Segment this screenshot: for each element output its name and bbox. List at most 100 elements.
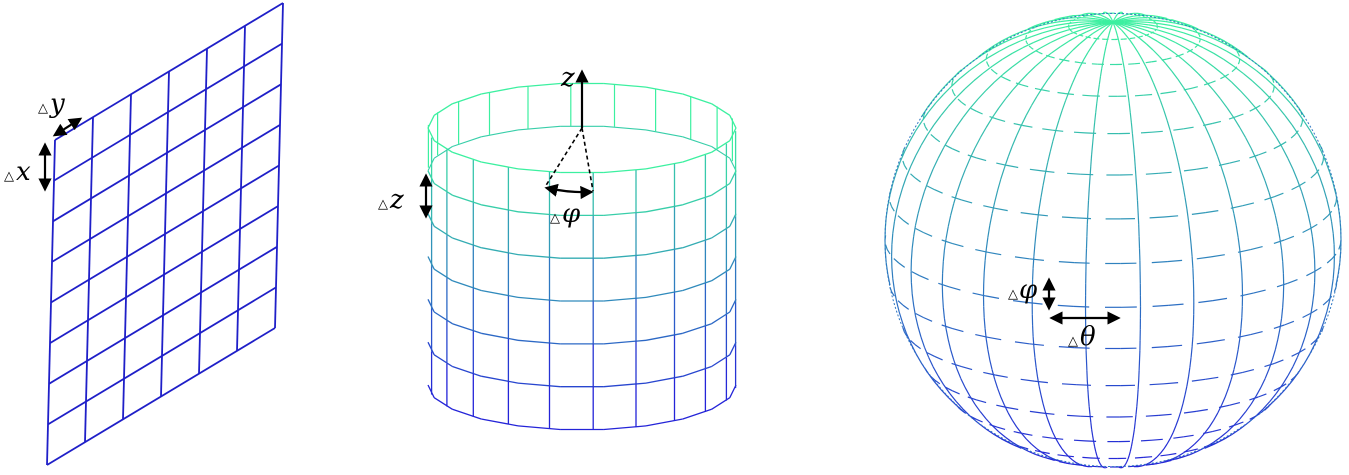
sphere-meridian-segment xyxy=(1010,41,1021,46)
sphere-meridian-segment xyxy=(1243,73,1252,81)
sphere-latitude-segment xyxy=(1199,41,1200,43)
cylinder-ring-segment xyxy=(452,281,481,291)
sphere-meridian-segment xyxy=(1148,22,1159,23)
sphere-latitude-segment xyxy=(1265,99,1269,102)
dx-label: △x xyxy=(4,157,31,187)
sphere-meridian-segment xyxy=(1067,50,1073,57)
cylinder-ring-segment xyxy=(518,340,560,344)
sphere-latitude-segment xyxy=(995,375,1008,377)
sphere-meridian-segment xyxy=(1084,13,1088,14)
sphere-meridian-segment xyxy=(1078,22,1090,23)
cylinder-ring-segment xyxy=(646,333,683,340)
sphere-meridian-segment xyxy=(1285,116,1292,126)
cylinder-ring-segment xyxy=(452,94,481,104)
sphere-meridian-segment xyxy=(1314,248,1315,260)
cylinder-ring-segment xyxy=(518,84,560,88)
sphere-meridian-segment xyxy=(1234,214,1236,226)
sphere-latitude-segment xyxy=(1144,95,1153,96)
sphere-meridian-segment xyxy=(1096,451,1097,455)
sphere-meridian-segment xyxy=(1214,413,1218,420)
sphere-meridian-segment xyxy=(1138,213,1139,225)
sphere-latitude-segment xyxy=(952,328,963,331)
sphere-latitude-segment xyxy=(899,263,905,267)
sphere-meridian-segment xyxy=(1236,225,1238,237)
sphere-meridian-segment xyxy=(946,227,948,239)
sphere-meridian-segment xyxy=(1101,68,1102,76)
cylinder-ring-segment xyxy=(434,269,452,281)
cylinder-ring-segment xyxy=(434,141,452,153)
sphere-meridian-segment xyxy=(1069,83,1073,92)
sphere-latitude-segment xyxy=(1066,94,1074,95)
sphere-meridian-segment xyxy=(1185,386,1187,395)
sphere-meridian-segment xyxy=(944,238,946,250)
sphere-meridian-segment xyxy=(1220,432,1227,438)
sphere-meridian-segment xyxy=(1052,47,1061,53)
sphere-meridian-segment xyxy=(1225,388,1228,397)
sphere-meridian-segment xyxy=(1093,16,1100,17)
sphere-latitude-segment xyxy=(1138,16,1141,17)
sphere-latitude-segment xyxy=(1007,408,1018,410)
sphere-meridian-segment xyxy=(1205,125,1210,135)
sphere-meridian-segment xyxy=(1077,23,1089,25)
sphere-meridian-segment xyxy=(1041,186,1043,198)
sphere-meridian-segment xyxy=(1270,127,1276,137)
cylinder-ring-segment xyxy=(604,383,646,387)
sphere-meridian-segment xyxy=(1100,15,1104,17)
sphere-meridian-segment xyxy=(897,199,900,210)
dphi-arrow xyxy=(547,188,591,192)
sphere-meridian-segment xyxy=(1048,419,1051,426)
sphere-latitude-segment xyxy=(1196,410,1208,412)
sphere-latitude-segment xyxy=(1029,259,1044,261)
sphere-meridian-segment xyxy=(1127,85,1128,94)
sphere-meridian-segment xyxy=(1126,462,1127,464)
sphere-meridian-segment xyxy=(1035,233,1036,245)
radius-line-left xyxy=(545,128,582,187)
sphere-meridian-segment xyxy=(975,138,981,149)
planar-grid-panel: △y △x xyxy=(4,3,283,465)
sphere-meridian-segment xyxy=(1003,67,1012,74)
sphere-latitude-segment xyxy=(1176,21,1180,22)
sphere-meridian-segment xyxy=(1093,436,1094,442)
sphere-meridian-segment xyxy=(1036,221,1037,233)
cylinder-ring-segment xyxy=(452,367,481,377)
sphere-meridian-segment xyxy=(892,233,893,244)
sphere-latitude-segment xyxy=(1237,422,1244,425)
sphere-latitude-segment xyxy=(1173,129,1183,130)
sphere-latitude-segment xyxy=(1152,347,1167,348)
sphere-meridian-segment xyxy=(1036,59,1044,66)
sphere-latitude-segment xyxy=(1083,16,1085,17)
sphere-latitude-segment xyxy=(916,314,924,318)
sphere-meridian-segment xyxy=(1123,61,1124,69)
sphere-latitude-segment xyxy=(898,301,903,305)
sphere-latitude-segment xyxy=(1273,89,1274,92)
sphere-latitude-segment xyxy=(1064,463,1069,464)
sphere-latitude-segment xyxy=(1195,46,1197,48)
sphere-meridian-segment xyxy=(893,222,895,233)
sphere-meridian-segment xyxy=(1012,420,1016,427)
sphere-meridian-segment xyxy=(1033,325,1034,336)
sphere-meridian-segment xyxy=(1135,166,1136,177)
sphere-meridian-segment xyxy=(975,404,981,412)
sphere-latitude-segment xyxy=(949,287,960,290)
sphere-meridian-segment xyxy=(1176,152,1179,163)
sphere-latitude-segment xyxy=(1146,62,1152,63)
cylinder-ring-segment xyxy=(683,281,712,291)
sphere-meridian-segment xyxy=(1116,30,1117,35)
sphere-latitude-segment xyxy=(991,69,994,72)
sphere-meridian-segment xyxy=(965,388,970,397)
sphere-meridian-segment xyxy=(1146,67,1150,75)
sphere-latitude-segment xyxy=(1161,93,1169,94)
sphere-meridian-segment xyxy=(1048,71,1054,79)
sphere-meridian-segment xyxy=(1099,462,1100,464)
sphere-meridian-segment xyxy=(1034,245,1035,257)
sphere-latitude-segment xyxy=(1151,61,1156,62)
cylindrical-grid-mesh xyxy=(428,83,736,430)
sphere-meridian-segment xyxy=(1048,152,1051,163)
sphere-meridian-segment xyxy=(1175,43,1185,48)
sphere-latitude-segment xyxy=(1157,24,1158,25)
cylinder-ring-segment xyxy=(712,226,730,238)
sphere-meridian-segment xyxy=(1133,429,1134,435)
sphere-latitude-segment xyxy=(977,400,987,403)
sphere-meridian-segment xyxy=(999,46,1010,52)
sphere-meridian-segment xyxy=(905,141,910,151)
